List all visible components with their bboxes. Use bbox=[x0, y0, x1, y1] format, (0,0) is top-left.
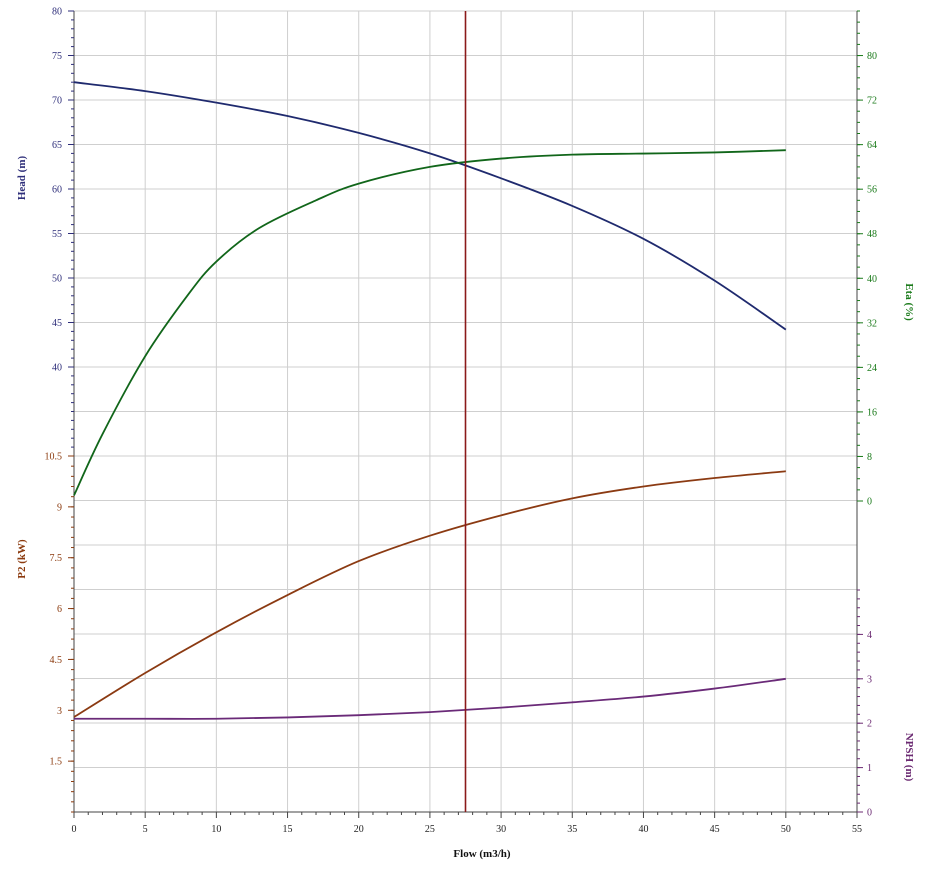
eta-tick-label: 16 bbox=[867, 407, 877, 418]
head-tick-label: 80 bbox=[52, 7, 62, 18]
x-tick-label: 45 bbox=[710, 824, 720, 835]
x-tick-label: 5 bbox=[143, 824, 148, 835]
x-tick-label: 50 bbox=[781, 824, 791, 835]
head-tick-label: 50 bbox=[52, 274, 62, 285]
p2-tick-label: 3 bbox=[57, 706, 62, 717]
npsh-tick-label: 2 bbox=[867, 719, 872, 730]
head-tick-label: 55 bbox=[52, 229, 62, 240]
eta-curve bbox=[73, 149, 786, 496]
x-tick-label: 55 bbox=[852, 824, 862, 835]
npsh-tick-label: 0 bbox=[867, 808, 872, 819]
eta-tick-label: 32 bbox=[867, 318, 877, 329]
eta-tick-label: 64 bbox=[867, 140, 877, 151]
p2-axis-title: P2 (kW) bbox=[16, 539, 28, 579]
x-tick-label: 35 bbox=[567, 824, 577, 835]
p2-tick-label: 6 bbox=[57, 604, 62, 615]
p2-tick-label: 7.5 bbox=[50, 553, 63, 564]
p2-tick-label: 9 bbox=[57, 502, 62, 513]
eta-tick-label: 8 bbox=[867, 452, 872, 463]
x-tick-label: 20 bbox=[354, 824, 364, 835]
eta-tick-label: 80 bbox=[867, 51, 877, 62]
p2-curve bbox=[73, 470, 786, 718]
x-tick-label: 0 bbox=[72, 824, 77, 835]
eta-tick-label: 48 bbox=[867, 229, 877, 240]
npsh-tick-label: 4 bbox=[867, 630, 872, 641]
x-tick-label: 30 bbox=[496, 824, 506, 835]
npsh-tick-label: 1 bbox=[867, 763, 872, 774]
x-tick-label: 40 bbox=[638, 824, 648, 835]
p2-tick-label: 10.5 bbox=[45, 452, 63, 463]
head-tick-label: 75 bbox=[52, 51, 62, 62]
axis-labels: Flow (m3/h) Head (m) P2 (kW) Eta (%) NPS… bbox=[16, 156, 915, 860]
p2-tick-label: 4.5 bbox=[50, 655, 63, 666]
npsh-axis-title: NPSH (m) bbox=[903, 733, 915, 782]
eta-tick-label: 24 bbox=[867, 363, 877, 374]
x-tick-label: 15 bbox=[283, 824, 293, 835]
head-tick-label: 45 bbox=[52, 318, 62, 329]
x-tick-label: 25 bbox=[425, 824, 435, 835]
eta-tick-label: 72 bbox=[867, 96, 877, 107]
head-axis-title: Head (m) bbox=[16, 156, 28, 201]
eta-tick-label: 40 bbox=[867, 274, 877, 285]
series bbox=[73, 11, 787, 812]
x-tick-label: 10 bbox=[211, 824, 221, 835]
p2-tick-label: 1.5 bbox=[50, 757, 63, 768]
head-curve bbox=[73, 81, 787, 331]
head-tick-label: 65 bbox=[52, 140, 62, 151]
npsh-tick-label: 3 bbox=[867, 674, 872, 685]
eta-tick-label: 56 bbox=[867, 185, 877, 196]
head-tick-label: 60 bbox=[52, 185, 62, 196]
head-tick-label: 70 bbox=[52, 96, 62, 107]
eta-tick-label: 0 bbox=[867, 497, 872, 508]
x-axis-title: Flow (m3/h) bbox=[453, 848, 510, 860]
npsh-curve bbox=[73, 677, 786, 720]
eta-axis-title: Eta (%) bbox=[903, 283, 915, 321]
head-tick-label: 40 bbox=[52, 363, 62, 374]
